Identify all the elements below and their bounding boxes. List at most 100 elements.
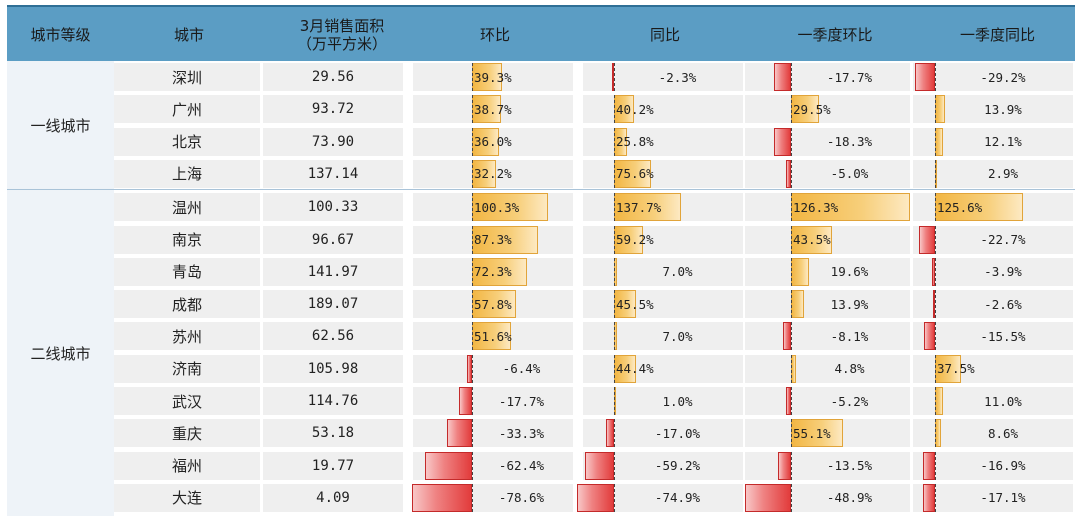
sales-area-value: 105.98: [307, 360, 359, 377]
mom-label: 100.3%: [474, 199, 520, 215]
cell-background: [114, 290, 260, 319]
zero-axis-line: [472, 127, 473, 156]
q1-yoy-bar: [914, 63, 935, 91]
yoy-label: 7.0%: [662, 264, 693, 280]
yoy-label: 25.8%: [616, 134, 654, 150]
zero-axis-line: [791, 290, 792, 319]
cell-background: [745, 257, 910, 286]
zero-axis-line: [472, 225, 473, 254]
cell-background: [263, 451, 403, 480]
cell-background: [114, 63, 260, 91]
mom-bar: [472, 225, 539, 254]
header-yoy: 同比: [649, 26, 680, 44]
cell-background: [745, 95, 910, 124]
yoy-bar: [605, 419, 614, 448]
q1-mom-bar: [786, 159, 791, 188]
cell-background: [114, 257, 260, 286]
q1-yoy-label: 12.1%: [984, 134, 1022, 150]
cell-background: [583, 257, 743, 286]
cell-background: [745, 322, 910, 351]
zero-axis-line: [614, 451, 615, 480]
q1-mom-label: -8.1%: [830, 328, 869, 344]
cell-background: [263, 354, 403, 383]
zero-axis-line: [935, 354, 936, 383]
zero-axis-line: [614, 257, 615, 286]
zero-axis-line: [791, 225, 792, 254]
mom-bar: [472, 322, 512, 351]
mom-label: 38.7%: [474, 101, 512, 117]
cell-background: [745, 387, 910, 415]
zero-axis-line: [935, 127, 936, 156]
cell-background: [114, 193, 260, 222]
cell-background: [583, 159, 743, 188]
zero-axis-line: [935, 159, 936, 188]
q1-mom-label: 29.5%: [793, 101, 831, 117]
q1-yoy-bar: [924, 322, 935, 351]
q1-mom-bar: [745, 483, 791, 512]
yoy-label: -74.9%: [654, 490, 701, 506]
zero-axis-line: [935, 387, 936, 415]
q1-yoy-label: 8.6%: [987, 425, 1019, 441]
sales-area-value: 141.97: [307, 263, 359, 280]
zero-axis-line: [472, 257, 473, 286]
q1-mom-label: -13.5%: [826, 458, 873, 474]
yoy-label: 137.7%: [616, 199, 662, 215]
cell-background: [114, 322, 260, 351]
cell-background: [745, 63, 910, 91]
mom-label: -17.7%: [498, 393, 545, 409]
cell-background: [114, 354, 260, 383]
zero-axis-line: [935, 290, 936, 319]
zero-axis-line: [472, 290, 473, 319]
q1-mom-label: 55.1%: [793, 425, 831, 441]
cell-background: [263, 387, 403, 415]
sales-area-value: 19.77: [311, 457, 355, 474]
sales-area-value: 62.56: [311, 328, 355, 345]
cell-background: [263, 63, 403, 91]
yoy-bar: [612, 63, 614, 91]
mom-bar: [472, 290, 516, 319]
group-tier1: 一线城市: [7, 61, 114, 189]
cell-background: [913, 322, 1073, 351]
city-name: 武汉: [171, 392, 202, 411]
cell-background: [263, 257, 403, 286]
mom-label: 36.0%: [474, 134, 512, 150]
zero-axis-line: [791, 387, 792, 415]
sales-area-value: 189.07: [307, 296, 359, 313]
cell-background: [413, 354, 573, 383]
cell-background: [263, 193, 403, 222]
zero-axis-line: [791, 127, 792, 156]
cell-background: [263, 290, 403, 319]
zero-axis-line: [791, 95, 792, 124]
city-name: 深圳: [171, 68, 202, 87]
yoy-label: -59.2%: [654, 458, 701, 474]
zero-axis-line: [935, 63, 936, 91]
yoy-label: -17.0%: [654, 425, 701, 441]
cell-background: [913, 257, 1073, 286]
yoy-label: 45.5%: [616, 296, 654, 312]
q1-yoy-label: -17.1%: [980, 490, 1026, 506]
yoy-bar: [577, 483, 614, 512]
zero-axis-line: [791, 193, 792, 222]
zero-axis-line: [791, 257, 792, 286]
sales-area-value: 114.76: [307, 393, 359, 409]
cell-background: [114, 95, 260, 124]
zero-axis-line: [614, 95, 615, 124]
zero-axis-line: [791, 63, 792, 91]
mom-label: 72.3%: [474, 264, 512, 280]
zero-axis-line: [614, 419, 615, 448]
zero-axis-line: [614, 225, 615, 254]
cell-background: [583, 225, 743, 254]
header-city: 城市: [173, 26, 204, 44]
q1-mom-label: -5.2%: [830, 393, 869, 409]
q1-yoy-label: 11.0%: [984, 393, 1022, 409]
q1-mom-label: 126.3%: [793, 199, 839, 215]
city-name: 大连: [171, 489, 202, 508]
zero-axis-line: [935, 483, 936, 512]
zero-axis-line: [472, 322, 473, 351]
header-area-line2: （万平方米）: [296, 35, 387, 53]
cell-background: [745, 290, 910, 319]
zero-axis-line: [614, 322, 615, 351]
yoy-label: 75.6%: [616, 166, 654, 182]
zero-axis-line: [472, 63, 473, 91]
zero-axis-line: [935, 451, 936, 480]
